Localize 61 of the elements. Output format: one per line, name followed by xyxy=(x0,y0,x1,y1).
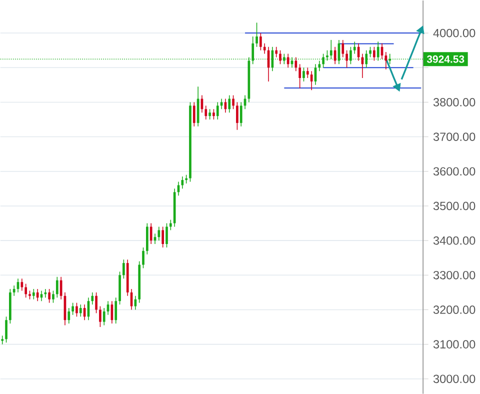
ref-line-label: 3924.53 xyxy=(426,55,464,63)
candlestick xyxy=(44,288,47,298)
candlestick xyxy=(256,22,258,48)
candlestick xyxy=(263,42,266,54)
candlestick xyxy=(162,226,164,248)
candlestick xyxy=(373,46,376,61)
candlestick xyxy=(99,306,102,328)
y-tick-label: 4000.00 xyxy=(433,28,476,38)
candlestick xyxy=(236,102,238,130)
candlestick xyxy=(294,56,298,72)
candlestick xyxy=(353,41,356,54)
candlestick xyxy=(91,292,94,305)
candlestick xyxy=(32,288,35,300)
candlestick xyxy=(346,50,348,68)
y-tick-label: 3200.00 xyxy=(433,305,476,314)
candlestick xyxy=(24,283,28,298)
candlestick xyxy=(192,102,196,127)
candlestick xyxy=(122,259,125,279)
candlestick xyxy=(20,278,24,291)
candlestick xyxy=(232,94,234,110)
candlestick xyxy=(166,222,168,248)
candlestick xyxy=(48,288,50,304)
candlestick xyxy=(204,105,208,120)
candlestick xyxy=(302,67,305,82)
y-tick-label: 3600.00 xyxy=(433,167,476,176)
candlestick xyxy=(208,108,211,120)
candlestick xyxy=(114,297,118,324)
candlestick xyxy=(212,108,215,120)
y-tick-label: 3400.00 xyxy=(433,236,476,245)
candlestick xyxy=(142,246,144,268)
y-tick-label: 3300.00 xyxy=(433,270,476,280)
y-tick-label: 3700.00 xyxy=(433,132,476,141)
candlestick xyxy=(36,288,39,302)
candlestick xyxy=(5,316,8,343)
candlestick xyxy=(216,102,219,120)
candlestick xyxy=(68,307,70,324)
candlestick xyxy=(275,46,278,58)
candlestick xyxy=(228,94,231,113)
y-tick-label: 3100.00 xyxy=(433,340,476,348)
candlestick xyxy=(95,292,98,314)
candlestick xyxy=(279,50,282,64)
y-tick-label: 3500.00 xyxy=(433,202,476,210)
y-tick-label: 3000.00 xyxy=(433,374,476,383)
candlestick xyxy=(76,302,78,317)
candlestick xyxy=(298,64,301,89)
y-tick-label: 3800.00 xyxy=(433,98,476,106)
candlestick xyxy=(240,102,242,127)
candlestick xyxy=(260,32,262,51)
candlestick xyxy=(56,276,58,298)
candlestick xyxy=(306,67,309,78)
candlestick xyxy=(12,284,16,296)
candlestick xyxy=(79,304,82,317)
candlestick xyxy=(150,222,152,244)
candlestick xyxy=(286,53,290,68)
candlestick xyxy=(169,219,172,230)
candlestick xyxy=(52,290,54,304)
candlestick xyxy=(158,226,160,241)
candlestick xyxy=(102,307,106,326)
candlestick xyxy=(72,302,74,316)
candlestick xyxy=(181,176,184,189)
candlestick xyxy=(342,39,344,58)
